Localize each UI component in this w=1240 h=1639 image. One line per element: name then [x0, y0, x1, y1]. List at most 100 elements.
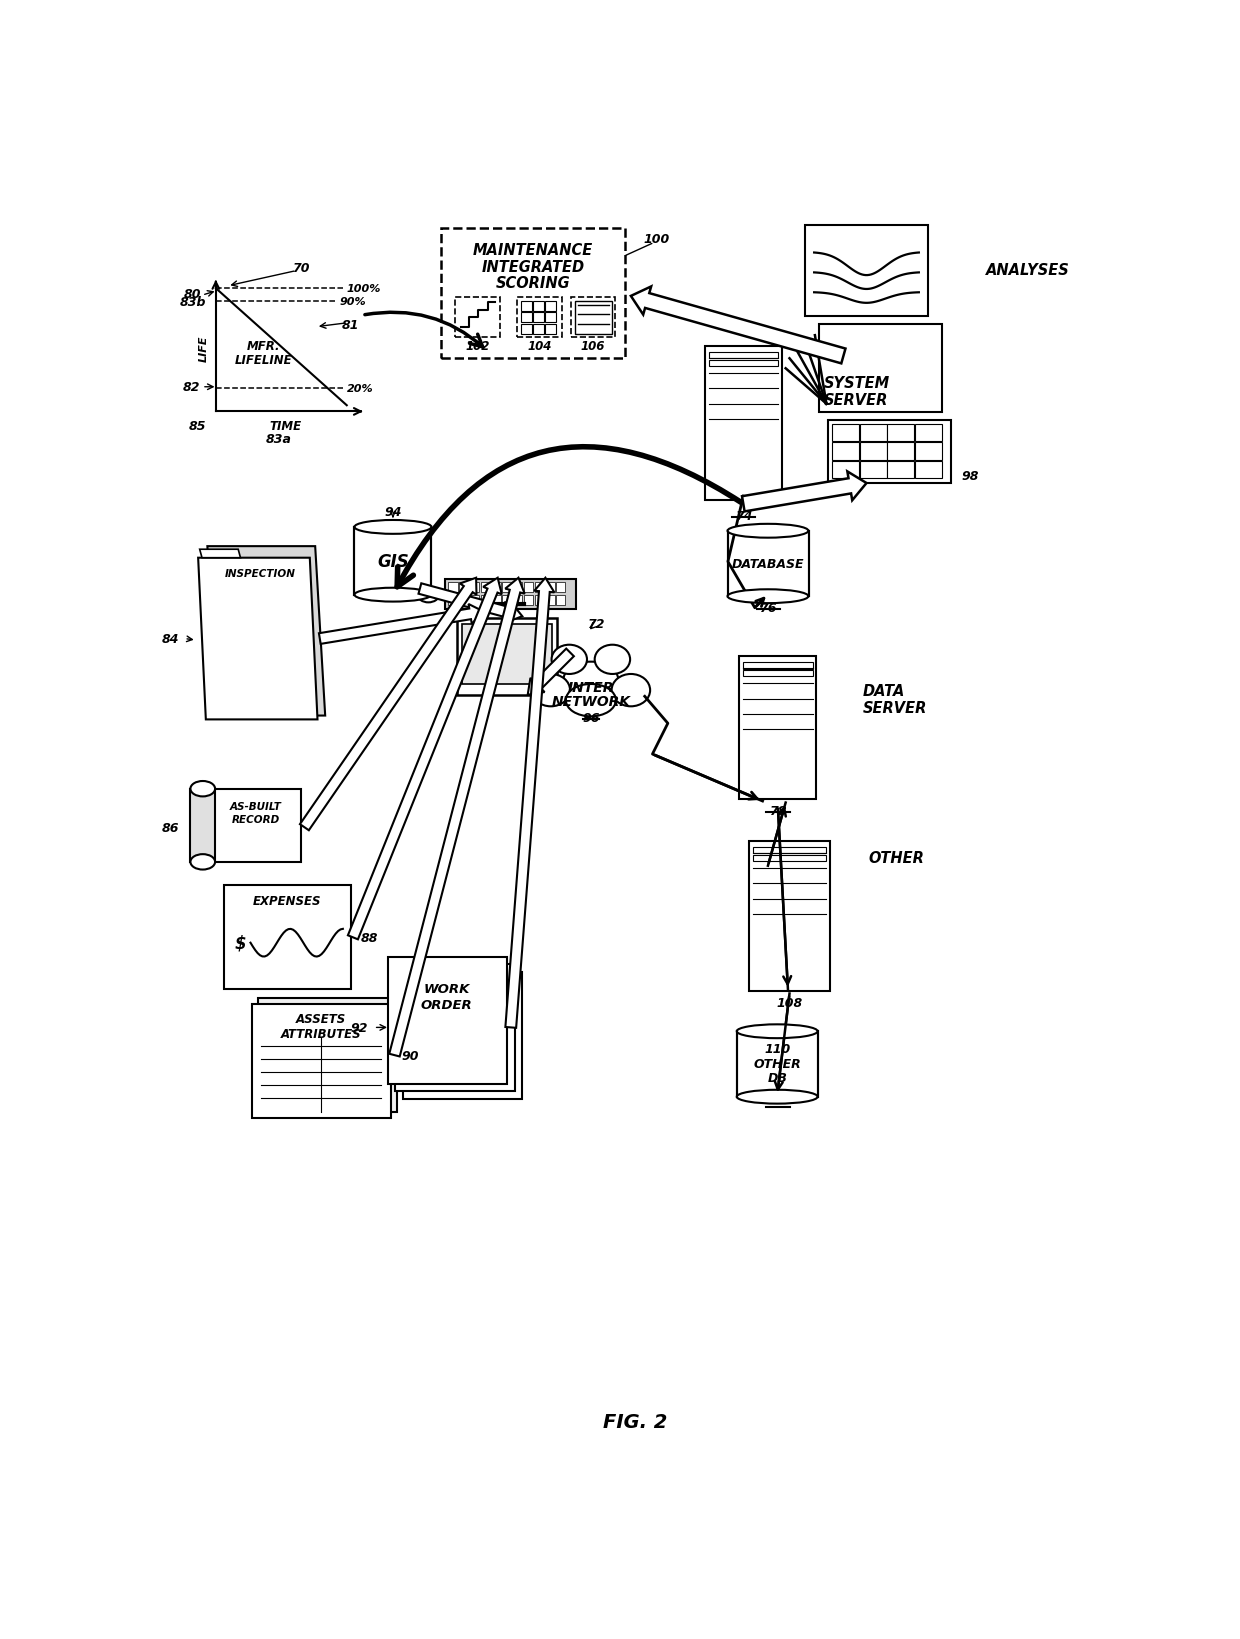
Text: ORDER: ORDER — [420, 998, 472, 1011]
Text: DB: DB — [768, 1072, 787, 1085]
Polygon shape — [198, 559, 317, 720]
Bar — [749, 841, 831, 992]
FancyArrow shape — [389, 579, 525, 1057]
Ellipse shape — [191, 854, 215, 870]
Text: FIG. 2: FIG. 2 — [604, 1413, 667, 1431]
Text: 88: 88 — [361, 931, 378, 944]
Text: AS-BUILT: AS-BUILT — [229, 801, 281, 811]
Text: 100: 100 — [644, 233, 670, 246]
Text: 108: 108 — [776, 997, 802, 1010]
Bar — [888, 425, 914, 443]
Text: SCORING: SCORING — [496, 275, 570, 290]
Bar — [574, 302, 611, 336]
Ellipse shape — [728, 590, 808, 603]
Bar — [456, 618, 557, 695]
Text: INTEGRATED: INTEGRATED — [481, 261, 584, 275]
Bar — [828, 421, 951, 484]
Text: WORK: WORK — [424, 983, 470, 997]
Bar — [546, 325, 557, 334]
Text: MAINTENANCE: MAINTENANCE — [472, 243, 593, 257]
Bar — [463, 624, 552, 685]
FancyArrow shape — [300, 579, 476, 831]
Text: 81: 81 — [342, 318, 360, 331]
Bar — [441, 229, 625, 359]
Bar — [534, 583, 544, 593]
Bar — [708, 361, 777, 367]
Text: OTHER: OTHER — [754, 1057, 801, 1070]
Bar — [915, 425, 942, 443]
Ellipse shape — [595, 646, 630, 675]
FancyArrow shape — [348, 579, 502, 939]
Bar — [704, 347, 781, 500]
Text: LIFELINE: LIFELINE — [234, 354, 293, 367]
Text: 20%: 20% — [347, 384, 373, 393]
Ellipse shape — [728, 524, 808, 538]
Text: GIS: GIS — [377, 552, 409, 570]
FancyArrow shape — [506, 579, 554, 1028]
FancyArrow shape — [418, 583, 522, 623]
Bar — [546, 595, 554, 605]
Text: 76: 76 — [759, 602, 776, 615]
Text: 82: 82 — [182, 380, 200, 393]
Bar — [533, 313, 544, 323]
Bar — [570, 298, 615, 338]
Bar — [739, 657, 816, 800]
Ellipse shape — [563, 662, 619, 701]
Text: 102: 102 — [465, 339, 490, 352]
Bar — [743, 670, 812, 677]
Text: 70: 70 — [291, 262, 309, 275]
Text: INSPECTION: INSPECTION — [224, 569, 295, 579]
Ellipse shape — [611, 675, 650, 706]
Bar — [491, 595, 501, 605]
Text: 85: 85 — [190, 420, 207, 433]
Bar — [491, 583, 501, 593]
Text: SERVER: SERVER — [825, 393, 889, 408]
Bar — [832, 462, 859, 479]
Bar — [521, 302, 532, 311]
Bar — [754, 856, 826, 862]
Bar — [258, 998, 397, 1113]
Bar — [546, 302, 557, 311]
Text: 104: 104 — [527, 339, 552, 352]
Text: INTER: INTER — [568, 680, 614, 695]
Text: 90%: 90% — [339, 297, 366, 306]
Text: MFR.: MFR. — [247, 341, 280, 354]
Text: $: $ — [234, 934, 247, 952]
Text: 98: 98 — [962, 469, 980, 482]
Bar — [470, 583, 479, 593]
Text: 86: 86 — [161, 821, 179, 834]
Text: ASSETS: ASSETS — [296, 1011, 346, 1024]
Text: 94: 94 — [384, 506, 402, 518]
Bar — [396, 965, 515, 1092]
Bar — [832, 425, 859, 443]
Bar — [859, 462, 887, 479]
Text: TIME: TIME — [269, 420, 301, 433]
Bar — [859, 425, 887, 443]
Bar — [470, 595, 479, 605]
Ellipse shape — [565, 685, 616, 716]
Bar — [888, 443, 914, 461]
FancyArrow shape — [742, 472, 867, 511]
Bar — [355, 528, 432, 595]
Text: 92: 92 — [351, 1021, 368, 1034]
Bar — [859, 443, 887, 461]
FancyArrow shape — [319, 605, 484, 644]
Bar — [455, 298, 500, 338]
Bar — [523, 595, 533, 605]
Text: 106: 106 — [582, 339, 605, 352]
Text: 110: 110 — [764, 1042, 790, 1056]
Bar — [533, 302, 544, 311]
Bar — [513, 595, 522, 605]
Bar — [388, 957, 507, 1083]
Text: DATABASE: DATABASE — [732, 557, 805, 570]
Bar — [449, 583, 458, 593]
Bar — [481, 583, 490, 593]
Text: 96: 96 — [582, 711, 600, 724]
Ellipse shape — [737, 1090, 817, 1105]
Bar — [818, 325, 942, 413]
Ellipse shape — [418, 588, 439, 603]
Bar — [743, 664, 812, 669]
Bar — [521, 313, 532, 323]
Text: 74: 74 — [734, 510, 751, 523]
Text: SYSTEM: SYSTEM — [825, 377, 890, 392]
